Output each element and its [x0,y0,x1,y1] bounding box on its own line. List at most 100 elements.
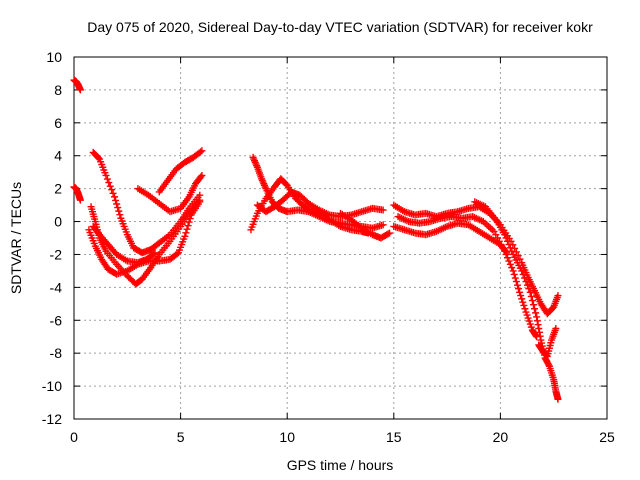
data-point [505,257,513,265]
data-point [506,244,514,252]
data-point [150,250,158,258]
x-tick-label: 15 [386,429,402,445]
x-axis-title: GPS time / hours [287,457,394,473]
data-point [535,325,543,332]
data-point [76,86,84,94]
data-point [505,241,513,249]
series-arc-q [535,325,560,360]
data-point [502,247,510,255]
data-point [535,328,543,336]
data-point [111,193,119,201]
data-point [186,215,194,223]
data-point [181,232,189,240]
data-point [521,274,529,282]
data-point [184,222,192,230]
data-point [519,270,527,278]
data-point [506,260,514,268]
series-arc-a [70,76,84,94]
data-point [526,288,534,296]
chart-title: Day 075 of 2020, Sidereal Day-to-day VTE… [87,19,593,35]
data-point [173,250,181,258]
series-arc-b [70,183,84,204]
data-point [196,148,204,156]
series-arc-f [89,222,159,267]
y-tick-label: -8 [50,345,63,361]
data-point [116,211,124,219]
ticks [73,56,608,420]
data-point [113,200,121,208]
data-points [70,76,562,403]
y-tick-label: -10 [42,378,62,394]
data-point [545,361,553,369]
data-point [197,173,205,181]
data-point [516,255,524,263]
data-point [510,270,518,278]
data-point [198,147,206,155]
data-point [529,301,537,309]
data-point [102,171,110,179]
data-point [528,297,536,305]
data-point [109,189,117,197]
data-point [185,218,193,226]
data-point [512,278,520,286]
y-tick-label: 2 [54,181,62,197]
data-point [106,182,114,190]
data-point [386,229,394,237]
series-arc-d [89,148,204,257]
data-point [508,247,516,255]
data-point [518,267,526,275]
data-point [521,305,529,313]
y-tick-label: 0 [54,214,62,230]
data-point [384,230,392,238]
data-point [114,204,122,212]
y-tick-label: -12 [42,411,62,427]
data-point [196,198,204,206]
data-point [554,292,562,300]
x-tick-label: 10 [279,429,295,445]
data-point [151,249,159,257]
y-tick-label: -4 [50,279,63,295]
data-point [112,196,120,204]
data-point [76,196,84,204]
y-tick-labels: -12 -10 -8 -6 -4 -2 0 2 4 6 8 10 [42,49,62,427]
data-point [519,298,527,306]
data-point [536,332,544,340]
data-point [518,295,526,303]
data-point [103,175,111,183]
x-tick-label: 5 [177,429,185,445]
data-point [503,249,511,257]
data-point [527,292,535,300]
data-point [515,285,523,293]
data-point [502,234,510,242]
y-tick-label: -6 [50,312,63,328]
data-point [183,225,191,233]
data-point [108,186,116,194]
data-point [520,301,528,309]
data-point [511,274,519,282]
data-point [105,179,113,187]
y-tick-label: 8 [54,82,62,98]
data-point [509,267,517,275]
data-point [523,281,531,289]
data-point [532,309,540,317]
y-axis-title: SDTVAR / TECUs [8,182,24,294]
data-point [531,305,539,313]
data-point [513,281,521,289]
series-arc-n [394,213,541,341]
data-point [115,207,123,215]
x-tick-label: 0 [70,429,78,445]
series-arc-h [155,147,206,196]
data-point [554,395,562,403]
data-point [522,278,530,286]
data-point [196,191,204,199]
y-tick-label: 10 [46,49,62,65]
data-point [379,221,387,229]
plot-frame [73,56,608,420]
x-tick-label: 25 [599,429,615,445]
data-point [379,206,387,214]
series-arc-g [134,171,206,216]
series-arc-l [337,209,394,242]
x-tick-label: 20 [493,429,509,445]
x-tick-labels: 0 5 10 15 20 25 [70,429,615,445]
